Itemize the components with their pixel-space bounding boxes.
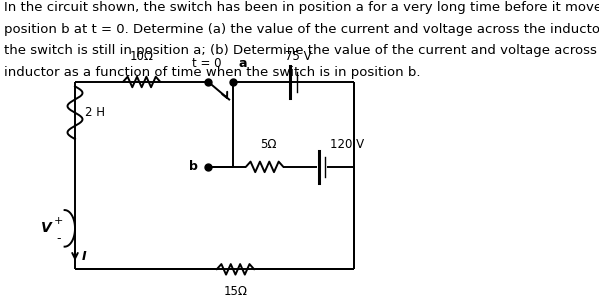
Text: V: V xyxy=(41,221,51,236)
Text: In the circuit shown, the switch has been in position a for a very long time bef: In the circuit shown, the switch has bee… xyxy=(4,2,599,14)
Text: 2 H: 2 H xyxy=(86,106,105,119)
Text: 5Ω: 5Ω xyxy=(261,138,277,151)
Text: I: I xyxy=(81,250,86,263)
Text: +: + xyxy=(54,216,63,226)
Text: 15Ω: 15Ω xyxy=(223,286,247,298)
Text: 10Ω: 10Ω xyxy=(129,50,154,63)
Text: position b at t = 0. Determine (a) the value of the current and voltage across t: position b at t = 0. Determine (a) the v… xyxy=(4,23,599,36)
Text: the switch is still in position a; (b) Determine the value of the current and vo: the switch is still in position a; (b) D… xyxy=(4,44,599,57)
Text: b: b xyxy=(189,160,198,173)
Text: 75 V: 75 V xyxy=(285,50,311,63)
Text: 120 V: 120 V xyxy=(330,138,364,151)
Text: a: a xyxy=(238,57,247,70)
Text: t = 0: t = 0 xyxy=(192,57,221,70)
Text: inductor as a function of time when the switch is in position b.: inductor as a function of time when the … xyxy=(4,66,420,79)
Text: -: - xyxy=(56,232,60,245)
